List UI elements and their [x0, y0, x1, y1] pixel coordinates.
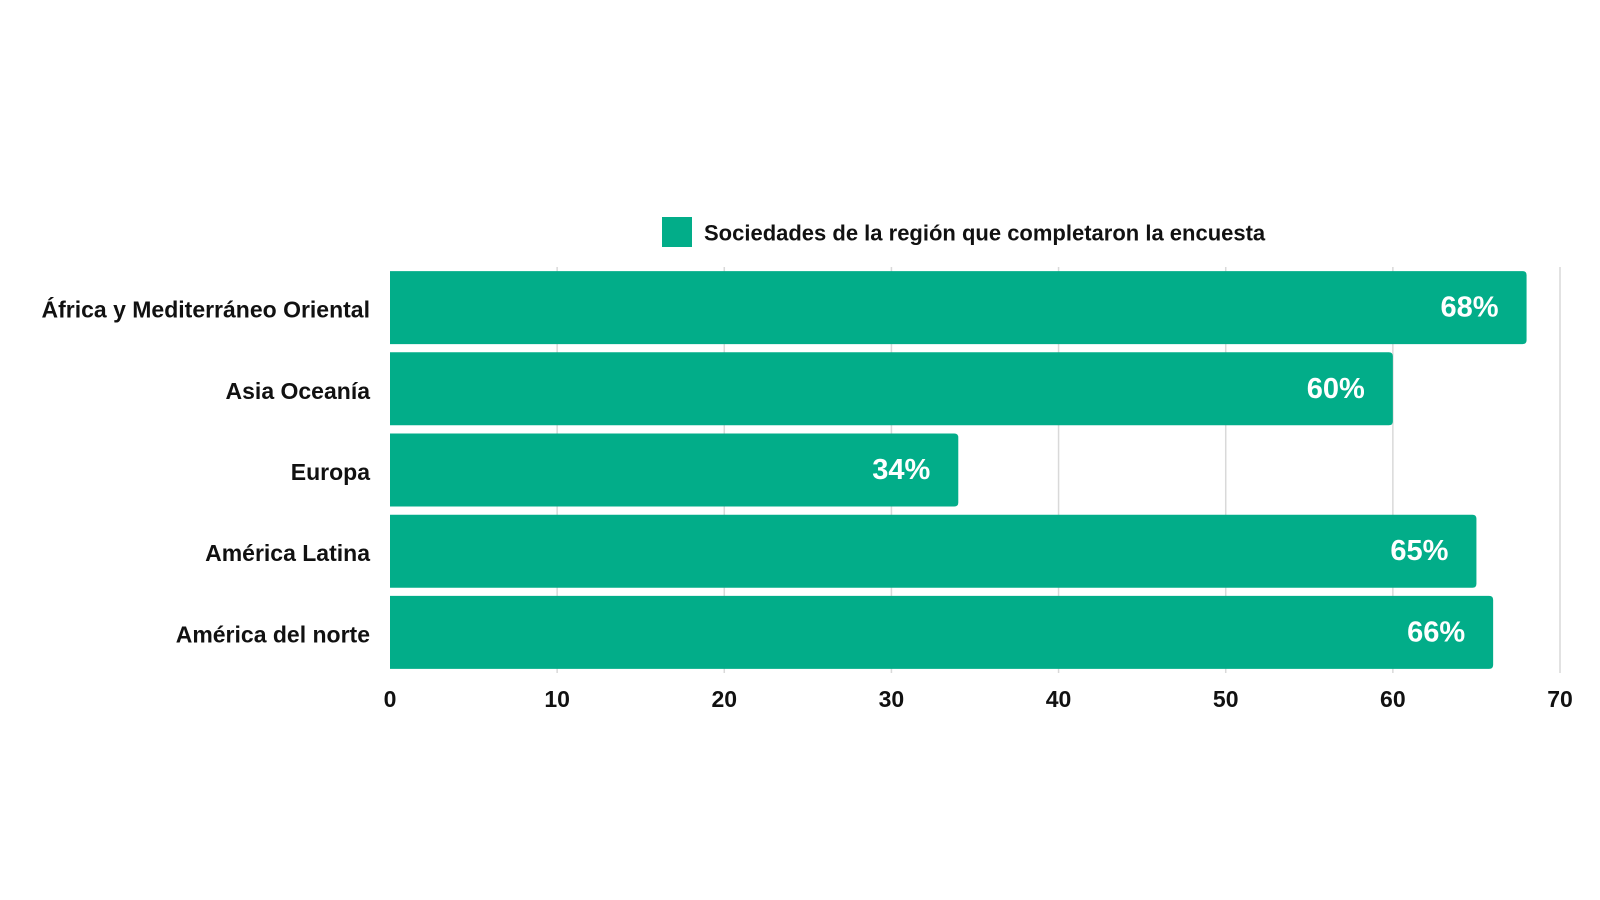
data-label: 34%: [872, 454, 930, 486]
bar: [390, 433, 959, 507]
category-label: Asia Oceanía: [226, 378, 371, 404]
legend-label: Sociedades de la región que completaron …: [704, 221, 1266, 246]
x-tick-label: 60: [1380, 686, 1406, 712]
legend: Sociedades de la región que completaron …: [662, 217, 1266, 247]
x-tick-label: 40: [1046, 686, 1072, 712]
bar: [390, 595, 1494, 669]
bar: [390, 352, 1393, 426]
x-axis-ticks: 0 10 20 30 40 50 60 70: [384, 686, 1573, 712]
legend-swatch: [662, 217, 692, 247]
data-label: 65%: [1390, 535, 1448, 567]
category-labels: África y Mediterráneo Oriental Asia Ocean…: [42, 296, 371, 648]
category-label: África y Mediterráneo Oriental: [42, 296, 371, 323]
category-label: América del norte: [176, 621, 370, 647]
data-label: 68%: [1441, 292, 1499, 324]
data-label: 60%: [1307, 373, 1365, 405]
x-tick-label: 30: [879, 686, 905, 712]
category-label: América Latina: [205, 540, 370, 566]
x-tick-label: 70: [1547, 686, 1573, 712]
x-tick-label: 10: [544, 686, 570, 712]
bar: [390, 514, 1477, 588]
category-label: Europa: [291, 459, 370, 485]
x-tick-label: 0: [384, 686, 397, 712]
x-tick-label: 20: [711, 686, 737, 712]
bars: 68% 60% 34% 65% 66%: [390, 271, 1527, 669]
bar: [390, 271, 1527, 345]
x-tick-label: 50: [1213, 686, 1239, 712]
data-label: 66%: [1407, 616, 1465, 648]
